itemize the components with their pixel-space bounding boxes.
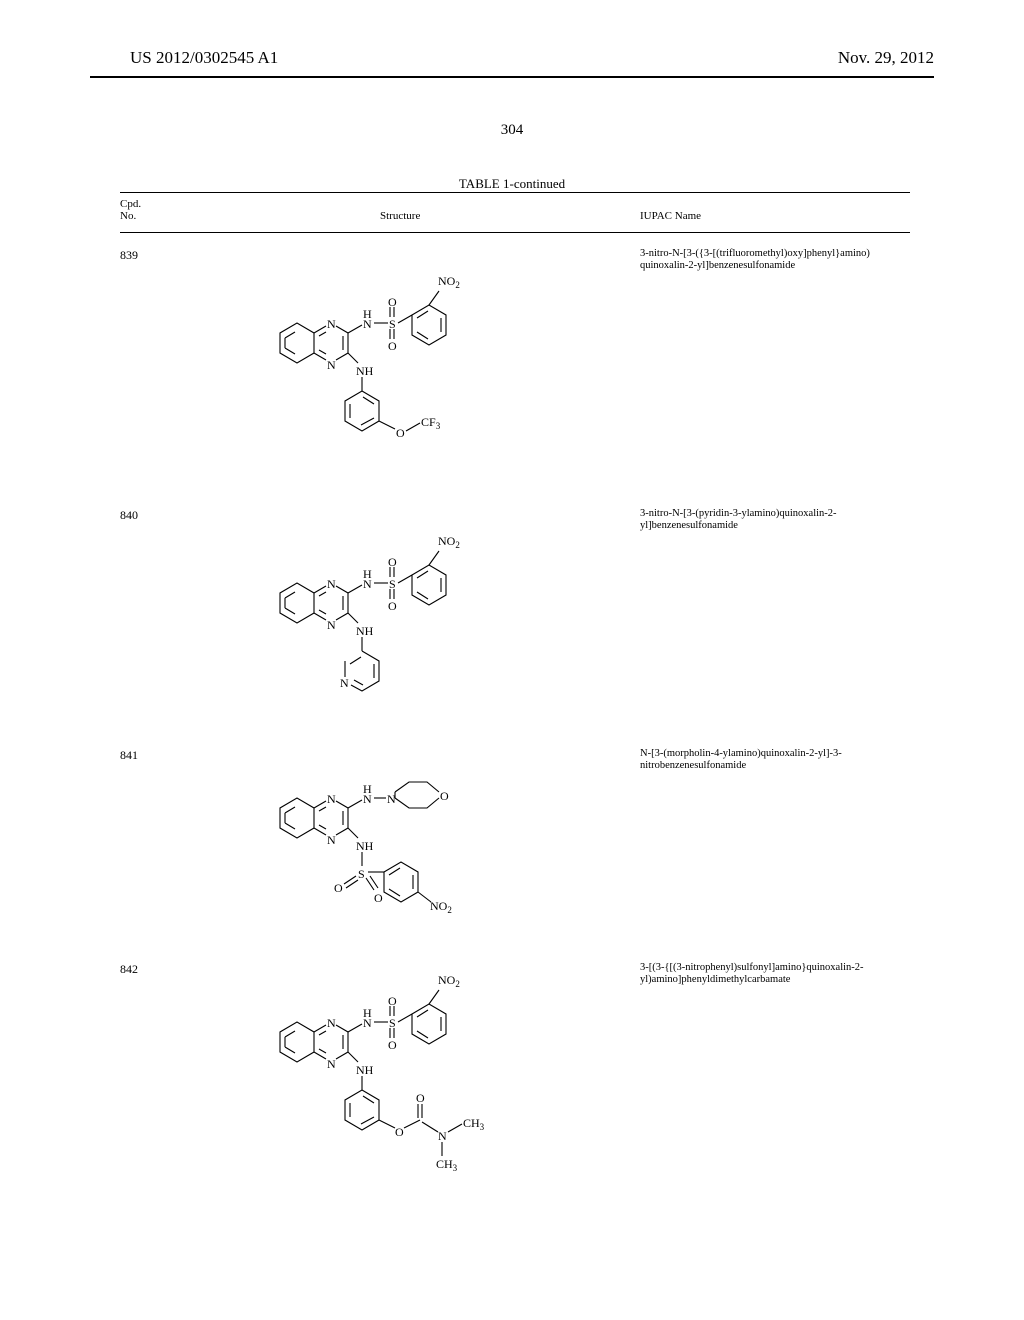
label-ch3: CH3 bbox=[463, 1116, 485, 1132]
label-n: N bbox=[327, 577, 336, 591]
table-caption: TABLE 1-continued bbox=[0, 176, 1024, 192]
label-o: O bbox=[395, 1125, 404, 1139]
label-s: S bbox=[358, 867, 365, 881]
label-o: O bbox=[396, 426, 405, 440]
label-o: O bbox=[388, 994, 397, 1008]
iupac-name: 3-nitro-N-[3-(pyridin-3-ylamino)quinoxal… bbox=[640, 508, 900, 532]
table-row: 840 3-nitro-N-[3-(pyridin-3-ylamino)quin… bbox=[120, 508, 910, 748]
label-n: N bbox=[327, 358, 336, 372]
iupac-name: 3-nitro-N-[3-({3-[(trifluoromethyl)oxy]p… bbox=[640, 248, 900, 272]
col-cpd: Cpd. bbox=[120, 198, 141, 210]
page-number: 304 bbox=[0, 122, 1024, 139]
table-rule-top bbox=[120, 192, 910, 193]
label-n: N bbox=[438, 1129, 447, 1143]
structure-842: N N N H S O O bbox=[260, 972, 580, 1252]
label-o: O bbox=[440, 789, 449, 803]
label-nh: NH bbox=[356, 364, 374, 378]
col-no: No. bbox=[120, 210, 136, 222]
cpd-no: 842 bbox=[120, 962, 138, 977]
patent-page: US 2012/0302545 A1 Nov. 29, 2012 304 TAB… bbox=[0, 0, 1024, 1320]
cpd-no: 841 bbox=[120, 748, 138, 763]
iupac-name: 3-[(3-{[(3-nitrophenyl)sulfonyl]amino}qu… bbox=[640, 962, 900, 986]
label-o: O bbox=[388, 599, 397, 613]
structure-840: N N N H S O O bbox=[260, 518, 560, 748]
header-rule bbox=[90, 76, 934, 78]
table-row: 839 3-nitro-N-[3-({3-[(trifluoromethyl)o… bbox=[120, 248, 910, 508]
label-no2: NO2 bbox=[438, 274, 460, 290]
label-n: N bbox=[340, 676, 349, 690]
label-no2: NO2 bbox=[438, 534, 460, 550]
label-n: N bbox=[327, 1016, 336, 1030]
label-s: S bbox=[389, 1016, 396, 1030]
label-n: N bbox=[327, 1057, 336, 1071]
page-header: US 2012/0302545 A1 Nov. 29, 2012 bbox=[0, 48, 1024, 68]
label-nh: NH bbox=[356, 1063, 374, 1077]
label-ch3: CH3 bbox=[436, 1157, 458, 1173]
label-o: O bbox=[388, 295, 397, 309]
cpd-no: 840 bbox=[120, 508, 138, 523]
label-n: N bbox=[327, 833, 336, 847]
col-iupac: IUPAC Name bbox=[640, 210, 701, 222]
label-h: H bbox=[363, 567, 372, 581]
cpd-no: 839 bbox=[120, 248, 138, 263]
structure-841: N N N H N O bbox=[260, 758, 580, 968]
label-o: O bbox=[388, 339, 397, 353]
col-structure: Structure bbox=[380, 210, 420, 222]
label-nh: NH bbox=[356, 839, 374, 853]
structure-839: N N N H S O O bbox=[260, 258, 560, 508]
label-n: N bbox=[327, 317, 336, 331]
label-o: O bbox=[374, 891, 383, 905]
table-row: 841 N-[3-(morpholin-4-ylamino)quinoxalin… bbox=[120, 748, 910, 962]
label-h: H bbox=[363, 1006, 372, 1020]
label-no2: NO2 bbox=[438, 973, 460, 989]
publication-number: US 2012/0302545 A1 bbox=[130, 48, 278, 68]
label-o: O bbox=[388, 555, 397, 569]
label-s: S bbox=[389, 317, 396, 331]
table-rule-headbottom bbox=[120, 232, 910, 233]
iupac-name: N-[3-(morpholin-4-ylamino)quinoxalin-2-y… bbox=[640, 748, 900, 772]
label-h: H bbox=[363, 307, 372, 321]
publication-date: Nov. 29, 2012 bbox=[838, 48, 934, 68]
label-cf3: CF3 bbox=[421, 415, 441, 431]
label-n: N bbox=[327, 792, 336, 806]
label-s: S bbox=[389, 577, 396, 591]
label-h: H bbox=[363, 782, 372, 796]
label-o: O bbox=[388, 1038, 397, 1052]
label-o: O bbox=[334, 881, 343, 895]
label-no2: NO2 bbox=[430, 899, 452, 915]
table-row: 842 3-[(3-{[(3-nitrophenyl)sulfonyl]amin… bbox=[120, 962, 910, 1248]
label-o: O bbox=[416, 1091, 425, 1105]
label-n: N bbox=[327, 618, 336, 632]
label-nh: NH bbox=[356, 624, 374, 638]
